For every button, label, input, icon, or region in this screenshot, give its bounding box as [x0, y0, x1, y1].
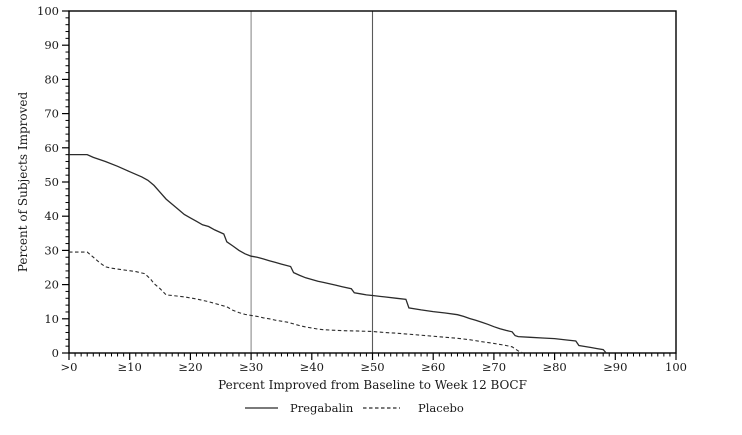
y-tick-label: 100: [37, 4, 59, 18]
y-axis: 0 10 20 30 40 50 60 70 80 90 100: [37, 4, 69, 360]
x-tick-label: >0: [61, 360, 78, 374]
legend-label-pregabalin: Pregabalin: [290, 401, 354, 415]
y-tick-label: 80: [44, 72, 59, 86]
legend-label-placebo: Placebo: [418, 401, 464, 415]
x-tick-label: ≥40: [300, 360, 324, 374]
x-tick-label: ≥30: [239, 360, 263, 374]
x-tick-label: ≥60: [421, 360, 445, 374]
x-tick-label: ≥90: [603, 360, 627, 374]
y-tick-label: 60: [44, 141, 59, 155]
y-tick-label: 10: [44, 312, 59, 326]
y-tick-label: 90: [44, 38, 59, 52]
y-tick-label: 50: [44, 175, 59, 189]
y-tick-label: 70: [44, 107, 59, 121]
x-tick-label: ≥50: [360, 360, 384, 374]
y-tick-label: 20: [44, 278, 59, 292]
x-axis: >0 ≥10 ≥20 ≥30 ≥40 ≥50 ≥60 ≥70 ≥80 ≥90 100: [61, 353, 687, 374]
y-tick-label: 30: [44, 243, 59, 257]
series-placebo: [69, 251, 524, 354]
x-tick-label: ≥20: [178, 360, 202, 374]
x-tick-label: ≥70: [482, 360, 506, 374]
x-axis-title: Percent Improved from Baseline to Week 1…: [218, 378, 527, 392]
x-tick-label: ≥80: [542, 360, 566, 374]
y-tick-label: 40: [44, 209, 59, 223]
legend: Pregabalin Placebo: [245, 401, 464, 415]
y-axis-title: Percent of Subjects Improved: [16, 92, 30, 273]
x-tick-label: 100: [665, 360, 687, 374]
reference-lines: [250, 11, 374, 353]
series-pregabalin: [69, 153, 607, 354]
y-tick-label: 0: [52, 346, 59, 360]
x-tick-label: ≥10: [118, 360, 142, 374]
